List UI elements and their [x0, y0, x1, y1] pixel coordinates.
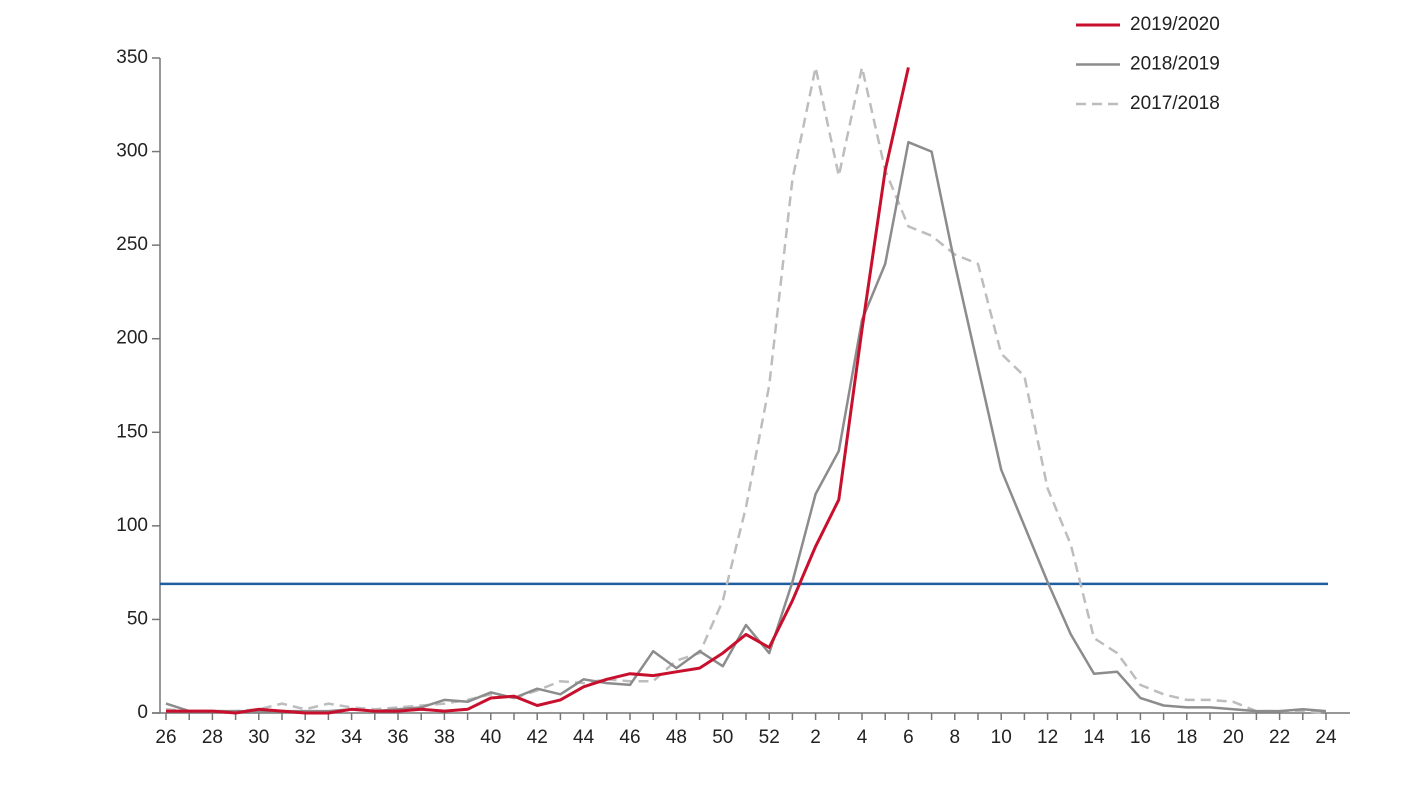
- x-tick-label: 14: [1083, 727, 1105, 748]
- x-tick-label: 6: [903, 727, 914, 748]
- y-tick-label: 100: [116, 515, 148, 536]
- y-tick-label: 150: [116, 421, 148, 442]
- y-tick-label: 50: [127, 608, 148, 629]
- x-tick-label: 30: [248, 727, 269, 748]
- x-tick-label: 12: [1037, 727, 1058, 748]
- y-tick-label: 300: [116, 141, 148, 162]
- x-tick-label: 2: [810, 727, 821, 748]
- x-tick-label: 40: [480, 727, 501, 748]
- x-tick-label: 28: [202, 727, 223, 748]
- x-tick-label: 8: [950, 727, 961, 748]
- x-tick-label: 52: [759, 727, 780, 748]
- x-tick-label: 34: [341, 727, 363, 748]
- x-tick-label: 20: [1223, 727, 1244, 748]
- series-line: [165, 66, 1327, 715]
- legend-label: 2018/2019: [1130, 54, 1220, 75]
- series-line: [166, 67, 910, 715]
- series-line: [165, 140, 1327, 713]
- x-tick-label: 42: [527, 727, 548, 748]
- y-tick-label: 200: [116, 328, 148, 349]
- legend-label: 2019/2020: [1130, 14, 1220, 35]
- x-tick-label: 46: [619, 727, 640, 748]
- x-tick-label: 44: [573, 727, 595, 748]
- x-tick-label: 4: [857, 727, 868, 748]
- y-tick-label: 250: [116, 234, 148, 255]
- x-tick-label: 24: [1315, 727, 1337, 748]
- x-tick-label: 26: [155, 727, 176, 748]
- x-tick-label: 48: [666, 727, 687, 748]
- y-tick-label: 350: [116, 47, 148, 68]
- x-tick-label: 38: [434, 727, 455, 748]
- x-tick-label: 32: [295, 727, 316, 748]
- x-tick-label: 22: [1269, 727, 1290, 748]
- x-tick-label: 36: [387, 727, 408, 748]
- y-tick-label: 0: [137, 702, 148, 723]
- x-tick-label: 10: [991, 727, 1012, 748]
- x-tick-label: 16: [1130, 727, 1151, 748]
- x-tick-label: 50: [712, 727, 733, 748]
- x-tick-label: 18: [1176, 727, 1197, 748]
- legend-label: 2017/2018: [1130, 93, 1220, 114]
